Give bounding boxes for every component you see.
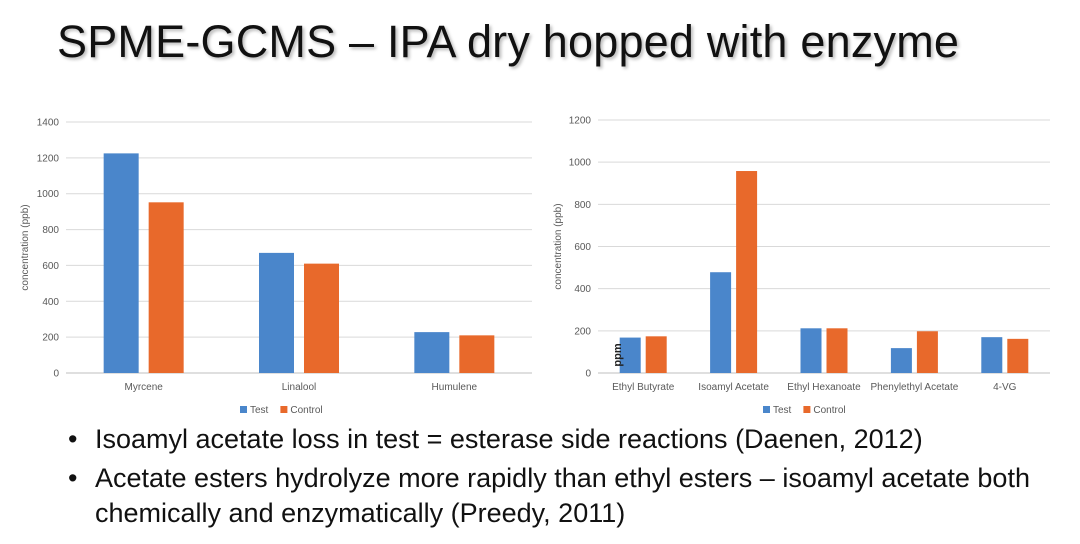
bar-test-phenylethyl-acetate [890,348,912,373]
legend-label-test: Test [250,405,269,416]
slide-title: SPME-GCMS – IPA dry hopped with enzyme [57,16,960,67]
y-tick-label: 1000 [37,189,60,200]
bar-test-myrcene [103,153,139,373]
bar-test-linalool [259,252,294,373]
y-axis-label: concentration (ppb) [553,203,564,289]
x-tick-label: Ethyl Butyrate [612,382,675,393]
bullet-dot: • [68,463,78,493]
bullet-item: • Acetate esters hydrolyze more rapidly … [68,461,1058,531]
x-tick-label: 4-VG [993,382,1017,393]
bar-control-phenylethyl-acetate [916,331,938,373]
bar-test-humulene [414,332,450,373]
y-tick-label: 0 [585,369,591,380]
bar-control-humulene [459,335,495,373]
y-tick-label: 1400 [37,118,60,129]
x-tick-label: Linalool [282,382,316,393]
bar-control-4-vg [1007,338,1029,373]
bar-control-isoamyl-acetate [736,171,758,373]
y-tick-label: 800 [42,225,59,236]
x-tick-label: Myrcene [124,382,163,393]
bar-test-ethyl-hexanoate [800,328,822,373]
y-tick-label: 0 [53,369,59,380]
y-tick-label: 1200 [569,116,592,127]
bar-control-linalool [304,263,339,373]
x-tick-label: Ethyl Hexanoate [787,382,861,393]
x-tick-label: Isoamyl Acetate [698,382,769,393]
bullet-dot: • [68,424,78,454]
legend-swatch-control [803,406,811,413]
y-tick-label: 200 [42,333,59,344]
bullet-text: Acetate esters hydrolyze more rapidly th… [95,463,1030,528]
bullet-text: Isoamyl acetate loss in test = esterase … [95,424,923,454]
legend-label-control: Control [813,405,845,416]
bullet-list: • Isoamyl acetate loss in test = esteras… [68,422,1058,535]
bar-test-isoamyl-acetate [710,272,732,373]
y-tick-label: 600 [42,261,59,272]
bar-control-ethyl-butyrate [645,336,667,373]
x-tick-label: Humulene [432,382,478,393]
y-tick-label: 1200 [37,153,60,164]
bullet-item: • Isoamyl acetate loss in test = esteras… [68,422,1058,457]
y-tick-label: 1000 [569,158,592,169]
y-tick-label: 600 [574,242,591,253]
x-tick-label: Phenylethyl Acetate [870,382,958,393]
legend-label-test: Test [773,405,792,416]
y-tick-label: 400 [574,284,591,295]
legend-swatch-control [280,406,288,413]
y-axis-label: concentration (ppb) [20,204,31,290]
ppm-annotation: ppm [612,343,624,366]
bar-control-ethyl-hexanoate [826,328,848,373]
y-tick-label: 800 [574,200,591,211]
bar-test-ethyl-butyrate [619,337,641,373]
bar-test-4-vg [981,337,1003,373]
y-tick-label: 400 [42,297,59,308]
legend-swatch-test [763,406,770,413]
bar-control-myrcene [148,202,184,373]
legend-label-control: Control [290,405,322,416]
legend-swatch-test [240,406,247,413]
y-tick-label: 200 [574,326,591,337]
